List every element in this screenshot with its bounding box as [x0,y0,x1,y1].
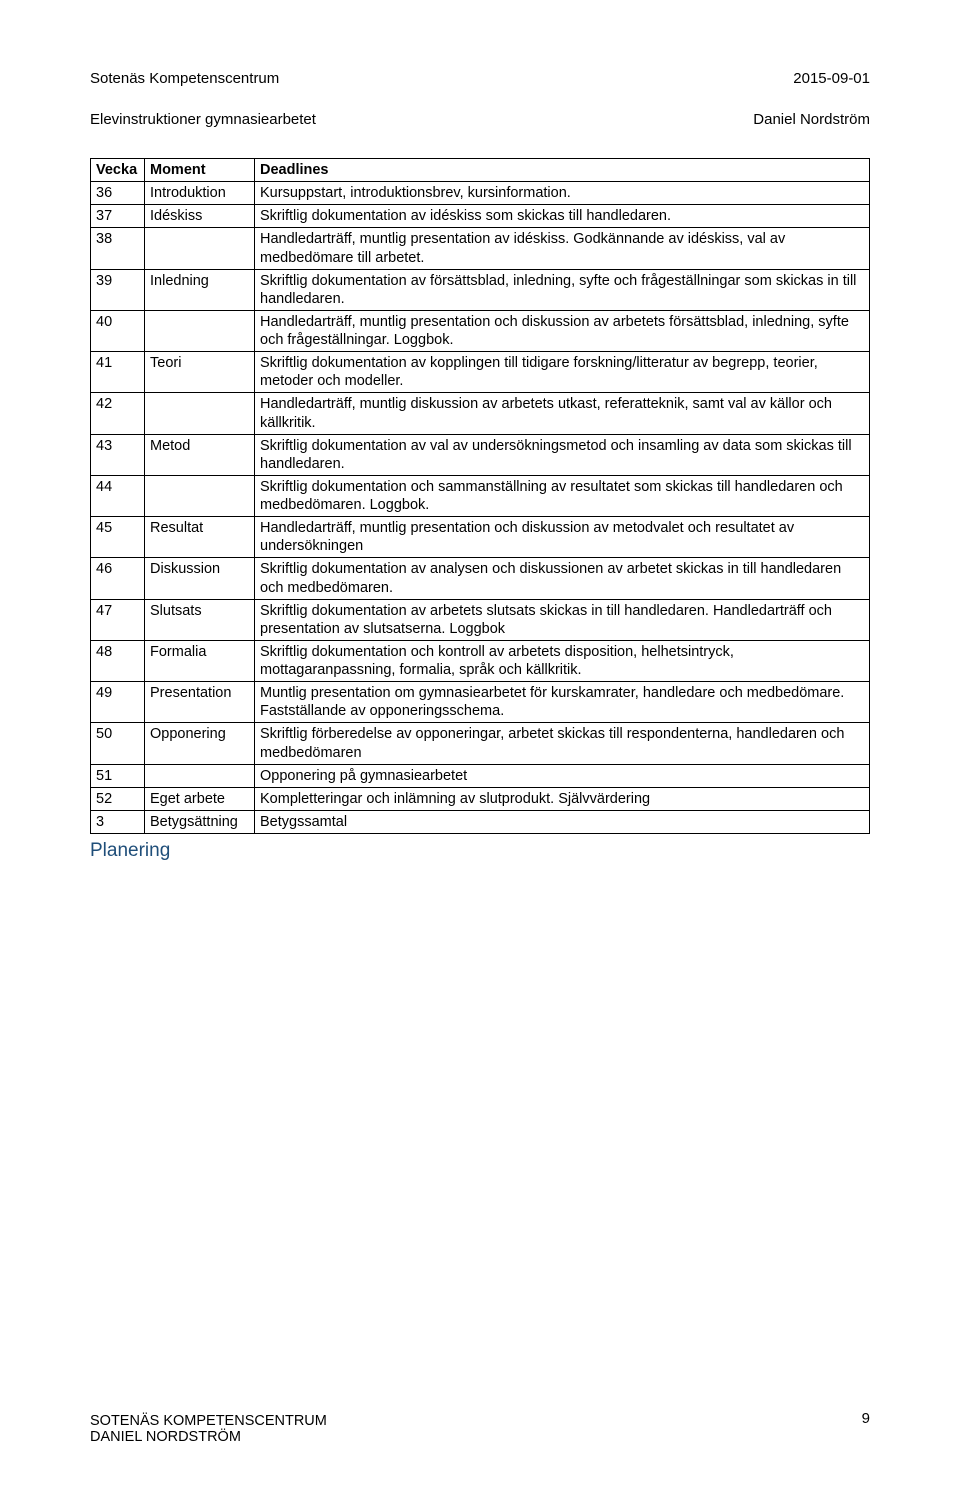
table-row: 38 Handledarträff, muntlig presentation a… [91,228,870,269]
col-header-vecka: Vecka [91,159,145,182]
table-row: 45ResultatHandledarträff, muntlig presen… [91,517,870,558]
cell-moment [145,475,255,516]
cell-vecka: 3 [91,810,145,833]
table-row: 36IntroduktionKursuppstart, introduktion… [91,182,870,205]
cell-vecka: 41 [91,352,145,393]
cell-moment: Resultat [145,517,255,558]
cell-deadlines: Skriftlig dokumentation av försättsblad,… [255,269,870,310]
cell-vecka: 46 [91,558,145,599]
cell-vecka: 47 [91,599,145,640]
table-row: 44 Skriftlig dokumentation och sammanstäl… [91,475,870,516]
cell-vecka: 42 [91,393,145,434]
cell-moment [145,228,255,269]
subheader-row: Elevinstruktioner gymnasiearbetet Daniel… [90,111,870,128]
section-heading-planering: Planering [90,840,870,862]
table-row: 37IdéskissSkriftlig dokumentation av idé… [91,205,870,228]
cell-deadlines: Handledarträff, muntlig diskussion av ar… [255,393,870,434]
cell-moment: Eget arbete [145,787,255,810]
table-header-row: Vecka Moment Deadlines [91,159,870,182]
cell-deadlines: Handledarträff, muntlig presentation och… [255,310,870,351]
cell-moment: Metod [145,434,255,475]
cell-deadlines: Skriftlig dokumentation av kopplingen ti… [255,352,870,393]
cell-moment: Presentation [145,682,255,723]
cell-deadlines: Kursuppstart, introduktionsbrev, kursinf… [255,182,870,205]
footer-line2: DANIEL NORDSTRÖM [90,1429,870,1445]
cell-deadlines: Skriftlig dokumentation och kontroll av … [255,640,870,681]
cell-deadlines: Kompletteringar och inlämning av slutpro… [255,787,870,810]
cell-deadlines: Skriftlig dokumentation av arbetets slut… [255,599,870,640]
cell-vecka: 50 [91,723,145,764]
cell-moment [145,764,255,787]
cell-deadlines: Handledarträff, muntlig presentation och… [255,517,870,558]
cell-moment: Idéskiss [145,205,255,228]
cell-vecka: 48 [91,640,145,681]
cell-moment: Opponering [145,723,255,764]
document-page: Sotenäs Kompetenscentrum 2015-09-01 Elev… [0,0,960,1505]
table-row: 43MetodSkriftlig dokumentation av val av… [91,434,870,475]
cell-moment [145,310,255,351]
cell-deadlines: Muntlig presentation om gymnasiearbetet … [255,682,870,723]
table-row: 41TeoriSkriftlig dokumentation av koppli… [91,352,870,393]
table-row: 3BetygsättningBetygssamtal [91,810,870,833]
cell-vecka: 43 [91,434,145,475]
cell-moment [145,393,255,434]
doc-date: 2015-09-01 [793,70,870,87]
table-row: 40 Handledarträff, muntlig presentation o… [91,310,870,351]
cell-moment: Introduktion [145,182,255,205]
cell-vecka: 45 [91,517,145,558]
table-row: 50OpponeringSkriftlig förberedelse av op… [91,723,870,764]
cell-moment: Slutsats [145,599,255,640]
cell-deadlines: Skriftlig dokumentation av idéskiss som … [255,205,870,228]
schedule-table: Vecka Moment Deadlines 36IntroduktionKur… [90,158,870,834]
cell-moment: Betygsättning [145,810,255,833]
cell-vecka: 39 [91,269,145,310]
author-name: Daniel Nordström [753,111,870,128]
cell-vecka: 52 [91,787,145,810]
cell-vecka: 38 [91,228,145,269]
table-row: 42 Handledarträff, muntlig diskussion av … [91,393,870,434]
cell-moment: Teori [145,352,255,393]
table-row: 47SlutsatsSkriftlig dokumentation av arb… [91,599,870,640]
table-row: 51 Opponering på gymnasiearbetet [91,764,870,787]
cell-vecka: 36 [91,182,145,205]
footer-line1: SOTENÄS KOMPETENSCENTRUM [90,1413,870,1429]
table-row: 52Eget arbeteKompletteringar och inlämni… [91,787,870,810]
doc-subtitle: Elevinstruktioner gymnasiearbetet [90,111,316,128]
cell-moment: Diskussion [145,558,255,599]
cell-deadlines: Betygssamtal [255,810,870,833]
cell-deadlines: Handledarträff, muntlig presentation av … [255,228,870,269]
cell-vecka: 44 [91,475,145,516]
cell-moment: Formalia [145,640,255,681]
col-header-moment: Moment [145,159,255,182]
cell-vecka: 51 [91,764,145,787]
cell-moment: Inledning [145,269,255,310]
cell-deadlines: Skriftlig dokumentation och sammanställn… [255,475,870,516]
cell-vecka: 49 [91,682,145,723]
cell-deadlines: Skriftlig dokumentation av analysen och … [255,558,870,599]
cell-vecka: 37 [91,205,145,228]
table-row: 39InledningSkriftlig dokumentation av fö… [91,269,870,310]
table-row: 49PresentationMuntlig presentation om gy… [91,682,870,723]
table-row: 46DiskussionSkriftlig dokumentation av a… [91,558,870,599]
header-row: Sotenäs Kompetenscentrum 2015-09-01 [90,70,870,87]
col-header-deadlines: Deadlines [255,159,870,182]
cell-deadlines: Opponering på gymnasiearbetet [255,764,870,787]
footer: SOTENÄS KOMPETENSCENTRUM DANIEL NORDSTRÖ… [90,1413,870,1445]
table-row: 48FormaliaSkriftlig dokumentation och ko… [91,640,870,681]
cell-vecka: 40 [91,310,145,351]
cell-deadlines: Skriftlig förberedelse av opponeringar, … [255,723,870,764]
org-name: Sotenäs Kompetenscentrum [90,70,279,87]
cell-deadlines: Skriftlig dokumentation av val av unders… [255,434,870,475]
